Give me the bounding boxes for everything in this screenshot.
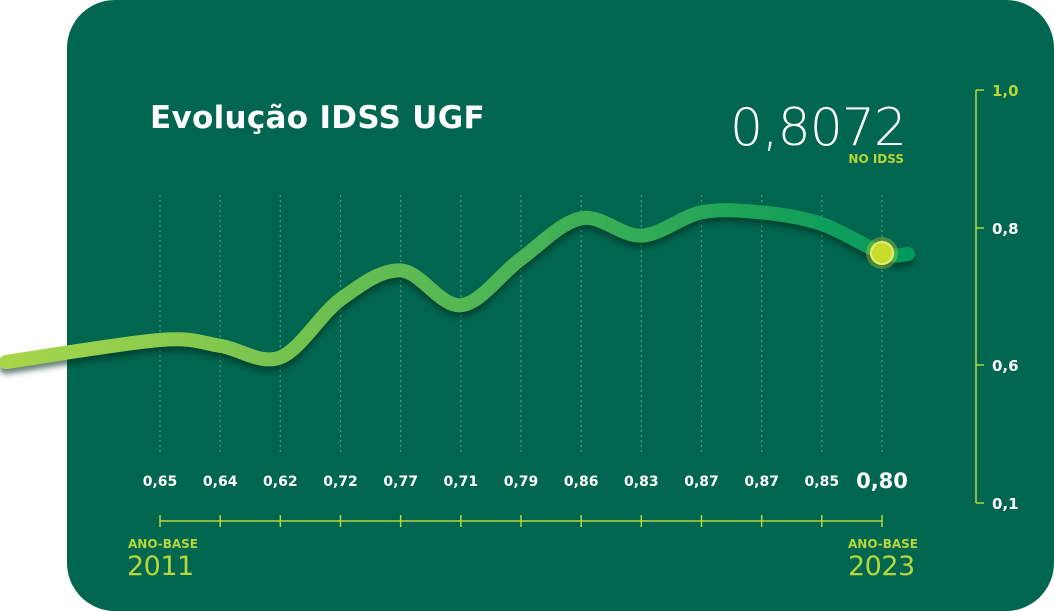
value-label: 0,86 bbox=[564, 474, 599, 490]
y-axis-tick-label: 1,0 bbox=[992, 82, 1019, 100]
value-label: 0,72 bbox=[323, 474, 358, 490]
axis-start-year: 2011 bbox=[127, 551, 194, 582]
value-label: 0,87 bbox=[684, 474, 719, 490]
value-label: 0,79 bbox=[504, 474, 539, 490]
axis-start-caption: ANO-BASE bbox=[128, 537, 199, 551]
chart-title: Evolução IDSS UGF bbox=[150, 100, 485, 136]
y-axis-tick-label: 0,8 bbox=[992, 220, 1019, 238]
highlight-value: 0,8072 bbox=[730, 98, 907, 158]
y-axis-tick-label: 0,1 bbox=[992, 495, 1019, 513]
value-label: 0,71 bbox=[444, 474, 479, 490]
value-label: 0,80 bbox=[856, 469, 908, 493]
value-label: 0,87 bbox=[744, 474, 779, 490]
value-label: 0,64 bbox=[203, 474, 238, 490]
series-line bbox=[0, 203, 915, 369]
axis-end-caption: ANO-BASE bbox=[848, 537, 919, 551]
value-label: 0,62 bbox=[263, 474, 298, 490]
value-label: 0,83 bbox=[624, 474, 659, 490]
chart-card bbox=[67, 0, 1054, 611]
value-label: 0,77 bbox=[383, 474, 418, 490]
axis-end-year: 2023 bbox=[848, 551, 915, 582]
y-axis-tick-label: 0,6 bbox=[992, 357, 1019, 375]
value-label: 0,65 bbox=[143, 474, 178, 490]
last-point-marker bbox=[870, 241, 894, 265]
value-label: 0,85 bbox=[805, 474, 840, 490]
highlight-caption: NO IDSS bbox=[848, 152, 904, 166]
